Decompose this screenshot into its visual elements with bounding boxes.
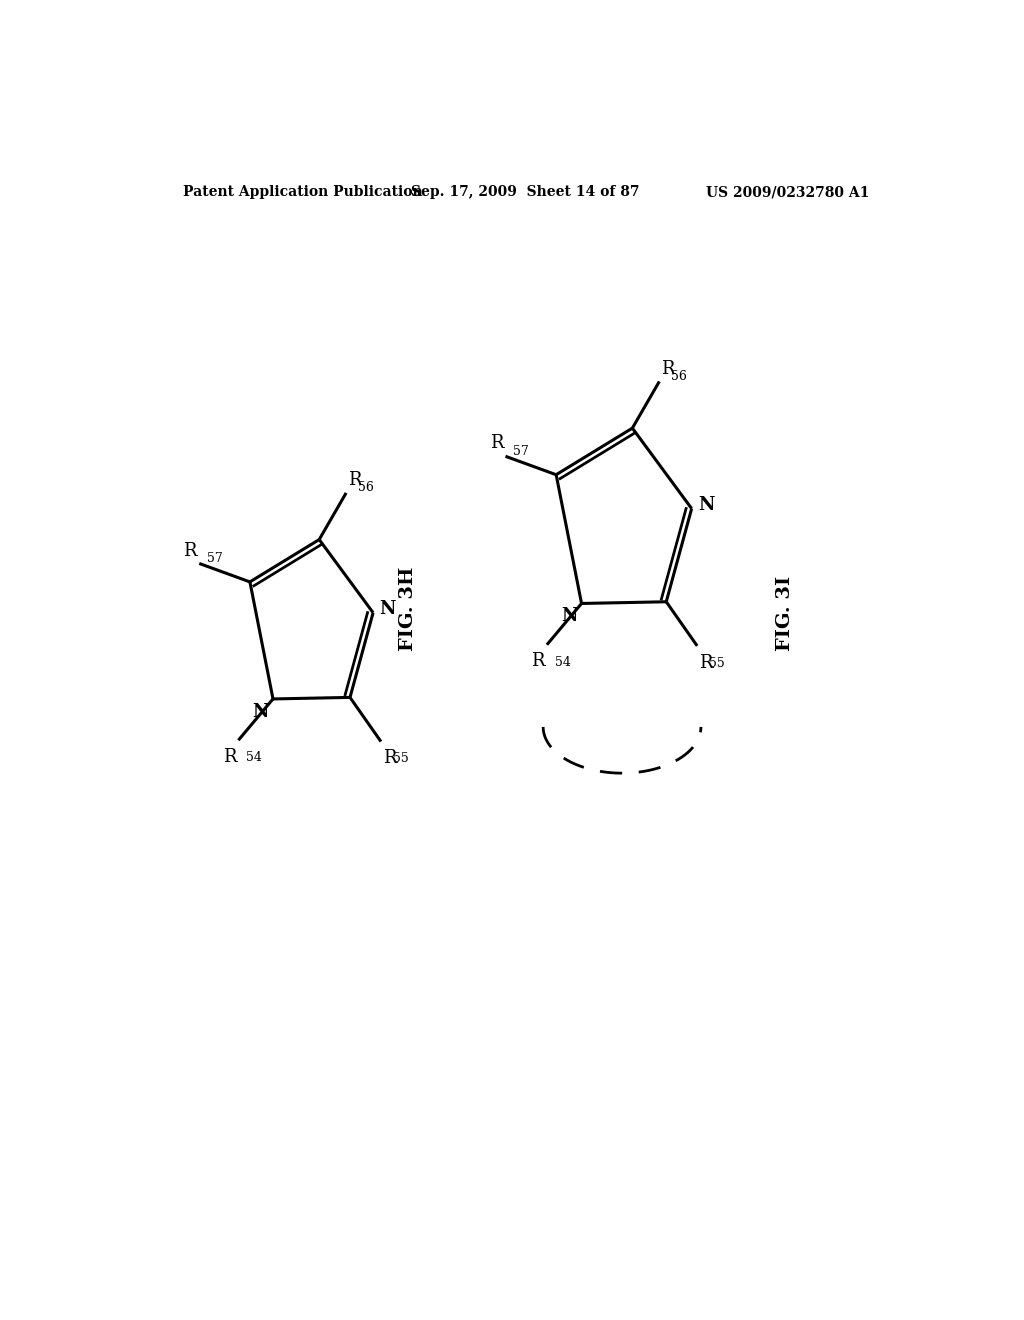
Text: R: R bbox=[531, 652, 545, 671]
Text: N: N bbox=[697, 496, 715, 513]
Text: Sep. 17, 2009  Sheet 14 of 87: Sep. 17, 2009 Sheet 14 of 87 bbox=[411, 185, 639, 199]
Text: FIG. 3I: FIG. 3I bbox=[776, 576, 794, 651]
Text: R: R bbox=[699, 653, 713, 672]
Text: R: R bbox=[183, 541, 197, 560]
Text: 55: 55 bbox=[710, 656, 725, 669]
Text: R: R bbox=[383, 750, 396, 767]
Text: N: N bbox=[379, 599, 395, 618]
Text: R: R bbox=[660, 359, 675, 378]
Text: US 2009/0232780 A1: US 2009/0232780 A1 bbox=[707, 185, 869, 199]
Text: R: R bbox=[489, 434, 503, 453]
Text: 55: 55 bbox=[393, 752, 409, 766]
Text: R: R bbox=[348, 471, 361, 488]
Text: 54: 54 bbox=[246, 751, 262, 764]
Text: R: R bbox=[222, 748, 237, 766]
Text: 57: 57 bbox=[207, 552, 222, 565]
Text: 57: 57 bbox=[513, 445, 529, 458]
Text: N: N bbox=[253, 702, 269, 721]
Text: 54: 54 bbox=[555, 656, 570, 668]
Text: 56: 56 bbox=[671, 370, 687, 383]
Text: N: N bbox=[561, 607, 578, 626]
Text: FIG. 3H: FIG. 3H bbox=[398, 566, 417, 651]
Text: Patent Application Publication: Patent Application Publication bbox=[183, 185, 423, 199]
Text: 56: 56 bbox=[357, 482, 374, 495]
